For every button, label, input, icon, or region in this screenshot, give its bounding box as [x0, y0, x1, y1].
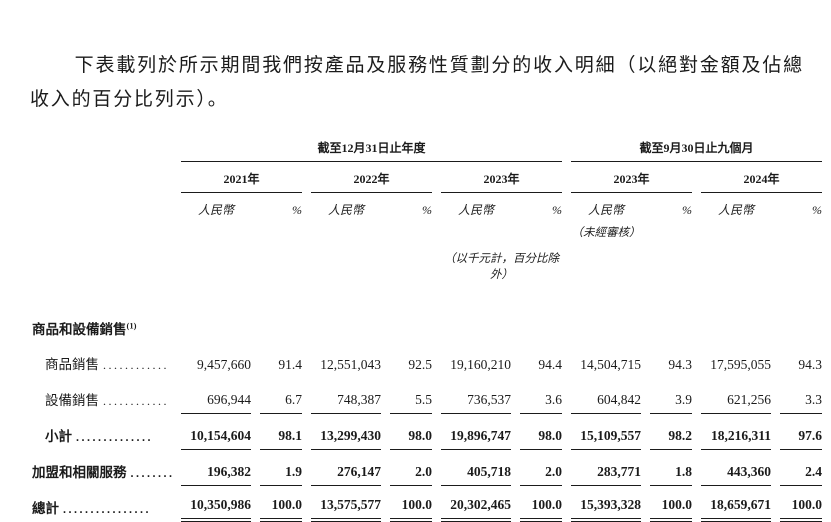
unit-label-percent: %	[292, 202, 302, 217]
value-cell: 14,504,715	[580, 356, 641, 372]
leader-dots: ................	[63, 501, 151, 516]
percent-cell: 98.1	[260, 417, 302, 450]
percent-cell: 98.2	[650, 417, 692, 450]
value-cell: 18,216,311	[701, 417, 771, 450]
year-header-2021: 2021年	[181, 162, 302, 193]
percent-cell: 6.7	[260, 381, 302, 414]
percent-cell: 98.0	[520, 417, 562, 450]
year-header-2023: 2023年	[441, 162, 562, 193]
row-franchise-services: 加盟和相關服務 ........ 196,382 1.9 276,147 2.0…	[32, 450, 831, 486]
percent-cell: 91.4	[278, 356, 302, 372]
row-label: 小計	[45, 428, 72, 444]
section-label: 商品和設備銷售	[32, 321, 127, 337]
percent-cell: 5.5	[390, 381, 432, 414]
value-cell: 15,393,328	[571, 486, 641, 522]
leader-dots: ............	[103, 393, 169, 408]
value-cell: 748,387	[311, 381, 381, 414]
unit-label-rmb: 人民幣	[587, 202, 624, 217]
footnote-ref-1: (1)	[126, 320, 137, 331]
table-units-row: 人民幣 % 人民幣 % 人民幣 % 人民幣 % 人民幣 %	[32, 193, 831, 218]
unit-label-rmb: 人民幣	[327, 202, 364, 217]
percent-cell: 3.9	[650, 381, 692, 414]
value-cell: 736,537	[441, 381, 511, 414]
percent-cell: 94.4	[538, 356, 562, 372]
value-cell: 15,109,557	[571, 417, 641, 450]
percent-cell: 100.0	[780, 486, 822, 522]
value-cell: 12,551,043	[320, 356, 381, 372]
value-cell: 696,944	[181, 381, 251, 414]
unit-label-rmb: 人民幣	[197, 202, 234, 217]
row-label: 設備銷售	[45, 392, 99, 408]
intro-paragraph: 下表載列於所示期間我們按產品及服務性質劃分的收入明細（以絕對金額及佔總收入的百分…	[30, 55, 804, 110]
unit-label-percent: %	[552, 202, 562, 217]
row-total: 總計 ................ 10,350,986 100.0 13,…	[32, 486, 831, 522]
row-equipment-sales: 設備銷售 ............ 696,944 6.7 748,387 5.…	[32, 378, 831, 414]
value-cell: 17,595,055	[710, 356, 771, 372]
unit-label-percent: %	[682, 202, 692, 217]
row-subtotal: 小計 .............. 10,154,604 98.1 13,299…	[32, 414, 831, 450]
leader-dots: ..............	[76, 429, 153, 444]
value-cell: 621,256	[701, 381, 771, 414]
leader-dots: ............	[103, 357, 169, 372]
value-cell: 13,575,577	[311, 486, 381, 522]
value-cell: 18,659,671	[701, 486, 771, 522]
value-cell: 9,457,660	[197, 356, 251, 372]
year-header-9m-2023: 2023年	[571, 162, 692, 193]
table-unaudited-note-row: （未經審核）	[32, 218, 831, 240]
row-product-sales: 商品銷售 ............ 9,457,660 91.4 12,551,…	[32, 342, 831, 378]
percent-cell: 98.0	[390, 417, 432, 450]
year-header-2022: 2022年	[311, 162, 432, 193]
note-units: （以千元計，百分比除外）	[444, 252, 559, 281]
table-group-header-row: 截至12月31日止年度 截至9月30日止九個月	[32, 139, 831, 162]
row-label: 加盟和相關服務	[32, 464, 127, 480]
percent-cell: 97.6	[780, 417, 822, 450]
table-year-header-row: 2021年 2022年 2023年 2023年 2024年	[32, 162, 831, 193]
value-cell: 19,160,210	[450, 356, 511, 372]
unit-label-rmb: 人民幣	[717, 202, 754, 217]
unit-label-percent: %	[422, 202, 432, 217]
percent-cell: 100.0	[520, 486, 562, 522]
value-cell: 13,299,430	[311, 417, 381, 450]
unit-label-percent: %	[812, 202, 822, 217]
percent-cell: 3.3	[780, 381, 822, 414]
value-cell: 10,350,986	[181, 486, 251, 522]
row-label: 商品銷售	[45, 356, 99, 372]
col-group-nine-months: 截至9月30日止九個月	[571, 139, 822, 162]
percent-cell: 100.0	[390, 486, 432, 522]
value-cell: 604,842	[571, 381, 641, 414]
row-label: 總計	[32, 500, 59, 516]
unit-label-rmb: 人民幣	[457, 202, 494, 217]
percent-cell: 3.6	[520, 381, 562, 414]
value-cell: 19,896,747	[441, 417, 511, 450]
percent-cell: 100.0	[650, 486, 692, 522]
section-row-product-equipment-sales: 商品和設備銷售(1)	[32, 312, 831, 342]
year-header-9m-2024: 2024年	[701, 162, 822, 193]
table-unit-note-row: （以千元計，百分比除外）	[32, 240, 831, 282]
percent-cell: 94.3	[668, 356, 692, 372]
table-spacer	[32, 282, 831, 312]
percent-cell: 94.3	[798, 356, 822, 372]
leader-dots: ........	[130, 465, 173, 480]
value-cell: 10,154,604	[181, 417, 251, 450]
value-cell: 20,302,465	[441, 486, 511, 522]
note-unaudited: （未經審核）	[571, 226, 641, 239]
percent-cell: 100.0	[260, 486, 302, 522]
col-group-annual: 截至12月31日止年度	[181, 139, 562, 162]
revenue-table: 截至12月31日止年度 截至9月30日止九個月 2021年 2022年 2023…	[0, 139, 831, 522]
percent-cell: 92.5	[408, 356, 432, 372]
